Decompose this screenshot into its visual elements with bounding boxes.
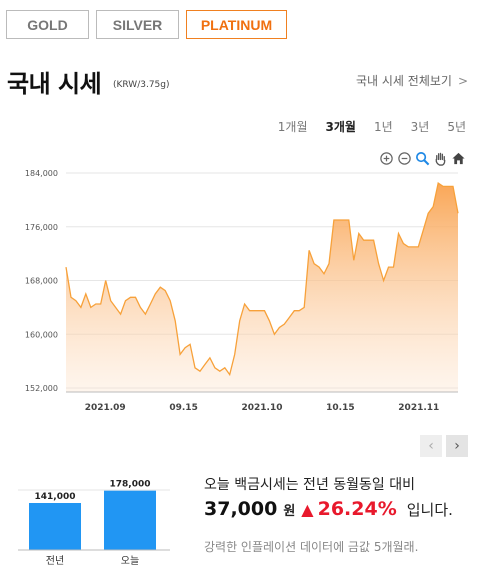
- comparison-suffix: 입니다.: [406, 501, 453, 519]
- up-arrow-icon: ▲: [301, 500, 314, 519]
- x-tick-label: 2021.09: [85, 403, 126, 413]
- change-percent: 26.24%: [317, 498, 397, 520]
- period-5y[interactable]: 5년: [447, 120, 466, 134]
- x-tick-label: 09.15: [169, 403, 197, 413]
- period-1y[interactable]: 1년: [373, 120, 393, 134]
- chart-toolbar: [379, 151, 466, 166]
- price-area-chart: 184,000 176,000 168,000 160,000 152,000 2021.…: [25, 169, 459, 413]
- magnifier-icon[interactable]: [415, 151, 430, 166]
- y-tick-label: 168,000: [25, 277, 58, 286]
- page-title: 국내 시세: [7, 70, 102, 98]
- price-line: [65, 182, 459, 377]
- y-tick-label: 152,000: [25, 384, 58, 393]
- x-tick-label: 10.15: [326, 403, 354, 413]
- comparison-bar: [29, 503, 81, 550]
- comparison-bar: [104, 490, 156, 550]
- x-tick-label: 2021.10: [242, 403, 283, 413]
- tab-silver[interactable]: SILVER: [96, 10, 179, 39]
- zoom-out-icon[interactable]: [397, 151, 412, 166]
- price-area-fill: [66, 183, 458, 392]
- news-headline[interactable]: 강력한 인플레이션 데이터에 금값 5개월래.: [204, 540, 419, 554]
- bar-category-label: 오늘: [121, 555, 139, 567]
- view-all-label: 국내 시세 전체보기: [355, 74, 452, 88]
- year-comparison-chart: 141,000 전년 178,000 오늘: [18, 480, 170, 567]
- home-icon[interactable]: [451, 151, 466, 166]
- bar-value-label: 141,000: [35, 492, 76, 502]
- metal-tabs: GOLD SILVER PLATINUM: [6, 10, 294, 39]
- bar-category-label: 전년: [46, 555, 64, 567]
- period-selector: 1개월 3개월 1년 3년 5년: [260, 118, 466, 135]
- y-tick-label: 160,000: [25, 330, 58, 339]
- period-3y[interactable]: 3년: [410, 120, 430, 134]
- comparison-figures: 37,000 원 ▲ 26.24% 입니다.: [204, 498, 453, 520]
- y-tick-label: 184,000: [25, 169, 58, 178]
- chevron-right-icon: >: [457, 74, 468, 88]
- change-amount: 37,000: [204, 498, 278, 520]
- bar-value-label: 178,000: [110, 480, 151, 490]
- page-unit: (KRW/3.75g): [113, 80, 170, 90]
- currency-unit: 원: [283, 504, 296, 519]
- tab-gold[interactable]: GOLD: [6, 10, 89, 39]
- comparison-text: 오늘 백금시세는 전년 동월동일 대비: [204, 477, 415, 493]
- period-3m[interactable]: 3개월: [325, 120, 356, 134]
- prev-page-button[interactable]: ‹: [420, 435, 442, 457]
- period-1m[interactable]: 1개월: [277, 120, 308, 134]
- x-tick-label: 2021.11: [398, 403, 439, 413]
- tab-platinum[interactable]: PLATINUM: [186, 10, 287, 39]
- y-tick-label: 176,000: [25, 223, 58, 232]
- hand-pan-icon[interactable]: [433, 151, 448, 166]
- chart-pager: ‹ ›: [420, 435, 468, 457]
- next-page-button[interactable]: ›: [446, 435, 468, 457]
- view-all-link[interactable]: 국내 시세 전체보기 >: [356, 72, 468, 89]
- zoom-in-icon[interactable]: [379, 151, 394, 166]
